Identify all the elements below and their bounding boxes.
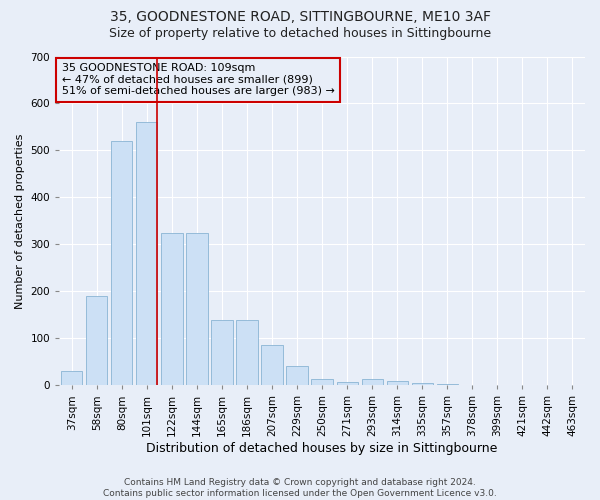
Bar bbox=[61, 371, 82, 386]
Bar bbox=[412, 383, 433, 386]
Bar bbox=[161, 232, 182, 386]
Text: 35 GOODNESTONE ROAD: 109sqm
← 47% of detached houses are smaller (899)
51% of se: 35 GOODNESTONE ROAD: 109sqm ← 47% of det… bbox=[62, 63, 335, 96]
Bar bbox=[236, 320, 257, 386]
Bar bbox=[386, 380, 408, 386]
Bar bbox=[111, 141, 133, 386]
Bar bbox=[362, 379, 383, 386]
Bar bbox=[186, 232, 208, 386]
Bar bbox=[437, 384, 458, 386]
Bar bbox=[286, 366, 308, 386]
Bar bbox=[311, 379, 333, 386]
Y-axis label: Number of detached properties: Number of detached properties bbox=[15, 133, 25, 308]
Bar bbox=[262, 346, 283, 386]
Text: Contains HM Land Registry data © Crown copyright and database right 2024.
Contai: Contains HM Land Registry data © Crown c… bbox=[103, 478, 497, 498]
Bar bbox=[337, 382, 358, 386]
Bar bbox=[211, 320, 233, 386]
Bar bbox=[86, 296, 107, 386]
X-axis label: Distribution of detached houses by size in Sittingbourne: Distribution of detached houses by size … bbox=[146, 442, 498, 455]
Text: 35, GOODNESTONE ROAD, SITTINGBOURNE, ME10 3AF: 35, GOODNESTONE ROAD, SITTINGBOURNE, ME1… bbox=[110, 10, 491, 24]
Bar bbox=[136, 122, 157, 386]
Text: Size of property relative to detached houses in Sittingbourne: Size of property relative to detached ho… bbox=[109, 28, 491, 40]
